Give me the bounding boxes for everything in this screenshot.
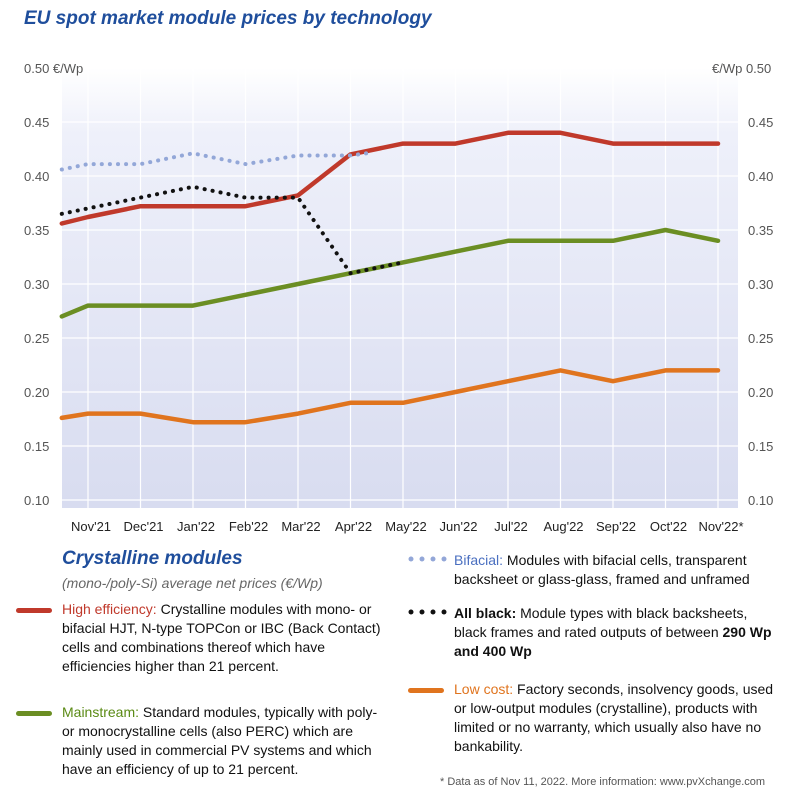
x-tick-label: Sep'22 xyxy=(596,519,636,534)
legend-text-bifacial: Modules with bifacial cells, transparent… xyxy=(454,552,750,587)
legend-item-all-black: All black: Module types with black backs… xyxy=(408,604,788,668)
y-tick-label-left: 0.20 xyxy=(24,385,49,400)
legend-text-low-cost: Factory seconds, insolvency goods, used … xyxy=(454,681,774,754)
footnote: * Data as of Nov 11, 2022. More informat… xyxy=(440,776,766,788)
legend-swatch-low-cost xyxy=(408,688,444,693)
legend-swatch-all-black xyxy=(408,609,447,615)
legend-swatch-high-efficiency xyxy=(16,608,52,613)
legend-item-low-cost: Low cost: Factory seconds, insolvency go… xyxy=(408,680,788,760)
y-tick-label-left: 0.15 xyxy=(24,439,49,454)
y-tick-label-left: 0.35 xyxy=(24,223,49,238)
legend-emph-all-black: 290 Wp and 400 Wp xyxy=(454,624,772,659)
x-tick-label: Aug'22 xyxy=(543,519,583,534)
y-tick-label-left: 0.10 xyxy=(24,493,49,508)
plot-area-background xyxy=(62,68,738,508)
series-line-mainstream xyxy=(59,227,721,319)
price-chart: 0.10 0.10 0.15 0.15 0.20 0.20 0.25 0.25 0.30 0.30… xyxy=(24,61,773,534)
y-tick-label-right: 0.10 xyxy=(748,493,773,508)
legend-heading: Crystalline modules xyxy=(62,548,243,569)
legend-subheading: (mono-/poly-Si) average net prices (€/Wp… xyxy=(62,575,323,591)
y-tick-label-right: 0.20 xyxy=(748,385,773,400)
legend-item-bifacial: Bifacial: Modules with bifacial cells, t… xyxy=(408,551,788,595)
y-tick-label-right: €/Wp 0.50 xyxy=(712,61,771,76)
legend-name-low-cost: Low cost: xyxy=(454,681,514,697)
legend-item-mainstream: Mainstream: Standard modules, typically … xyxy=(16,703,386,783)
legend-item-high-efficiency: High efficiency: Crystalline modules wit… xyxy=(16,600,386,680)
series-line-low-cost xyxy=(59,368,721,425)
x-tick-label: Dec'21 xyxy=(123,519,163,534)
legend-name-bifacial: Bifacial: xyxy=(454,552,504,568)
legend-text-mainstream: Standard modules, typically with poly- o… xyxy=(62,704,378,777)
y-tick-label-left: 0.40 xyxy=(24,169,49,184)
y-tick-label-right: 0.15 xyxy=(748,439,773,454)
series-line-bifacial xyxy=(59,151,369,172)
legend-text-all-black: Module types with black backsheets, blac… xyxy=(454,605,748,640)
chart-title: EU spot market module prices by technolo… xyxy=(24,8,432,29)
x-tick-label: Apr'22 xyxy=(335,519,372,534)
legend-name-mainstream: Mainstream: xyxy=(62,704,140,720)
x-tick-label: Jan'22 xyxy=(177,519,215,534)
y-tick-label-right: 0.30 xyxy=(748,277,773,292)
y-tick-label-right: 0.45 xyxy=(748,115,773,130)
x-tick-label: Mar'22 xyxy=(281,519,320,534)
x-tick-label: Oct'22 xyxy=(650,519,687,534)
x-tick-label: Nov'21 xyxy=(71,519,111,534)
legend-text-high-efficiency: Crystalline modules with mono- or bifaci… xyxy=(62,601,381,674)
x-tick-label: Jul'22 xyxy=(494,519,528,534)
y-tick-label-left: 0.50 €/Wp xyxy=(24,61,83,76)
x-tick-label: May'22 xyxy=(385,519,427,534)
series-line-high-efficiency xyxy=(59,130,721,226)
legend-name-high-efficiency: High efficiency: xyxy=(62,601,157,617)
x-tick-label: Nov'22* xyxy=(698,519,743,534)
y-tick-label-left: 0.25 xyxy=(24,331,49,346)
series-line-all-black xyxy=(59,184,405,276)
y-tick-label-right: 0.35 xyxy=(748,223,773,238)
y-tick-label-right: 0.40 xyxy=(748,169,773,184)
legend-swatch-mainstream xyxy=(16,711,52,716)
legend-name-all-black: All black: xyxy=(454,605,517,621)
legend-swatch-bifacial xyxy=(408,556,447,562)
y-tick-label-left: 0.30 xyxy=(24,277,49,292)
y-tick-label-left: 0.45 xyxy=(24,115,49,130)
x-tick-label: Feb'22 xyxy=(229,519,268,534)
y-tick-label-right: 0.25 xyxy=(748,331,773,346)
x-tick-label: Jun'22 xyxy=(440,519,478,534)
